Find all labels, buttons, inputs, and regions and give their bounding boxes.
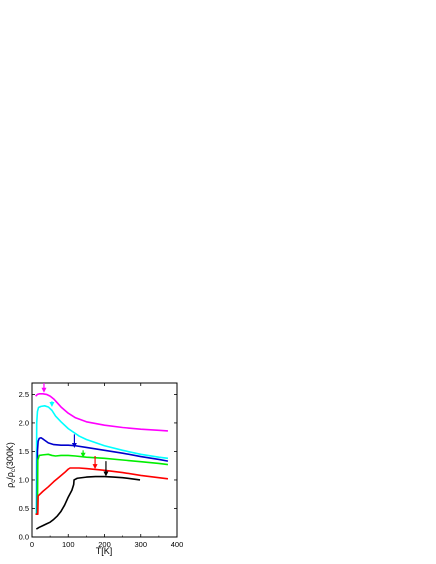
y-axis-label-tail: (300K) xyxy=(5,442,15,469)
y-tick-label: 2.0 xyxy=(19,419,29,428)
series-line-3 xyxy=(35,453,169,515)
y-tick-label: 1.5 xyxy=(19,447,29,456)
x-tick-label: 400 xyxy=(171,540,184,549)
x-axis-label: T[K] xyxy=(96,546,113,556)
x-axis: 0 100 200 300 400 xyxy=(30,383,183,549)
arrow-head xyxy=(41,387,47,393)
series-line-4 xyxy=(35,467,169,515)
arrow-head xyxy=(103,471,109,477)
series-line-1 xyxy=(35,405,169,515)
y-axis-label-rho1: ρ xyxy=(5,483,15,488)
arrow-head xyxy=(71,443,77,449)
y-tick-label: 0.5 xyxy=(19,504,29,513)
arrow-head xyxy=(92,464,98,470)
arrow-0 xyxy=(41,383,47,393)
arrow-1 xyxy=(49,401,55,407)
x-tick-label: 100 xyxy=(62,540,75,549)
y-tick-label: 1.0 xyxy=(19,476,29,485)
arrow-layer xyxy=(41,383,109,477)
arrow-head xyxy=(80,452,86,458)
plot-area xyxy=(31,382,178,538)
x-tick-label: 0 xyxy=(30,540,34,549)
y-tick-label: 2.5 xyxy=(19,390,29,399)
plot-frame xyxy=(31,382,178,538)
arrow-head xyxy=(49,401,55,407)
arrow-2 xyxy=(71,434,77,449)
y-axis: 0.0 0.5 1.0 1.5 2.0 2.5 xyxy=(19,390,177,542)
x-tick-label: 200 xyxy=(98,540,111,549)
y-axis-label-sub2: c xyxy=(11,469,17,472)
series-layer xyxy=(35,393,169,530)
y-axis-label-rho2: ρ xyxy=(5,472,15,477)
series-line-0 xyxy=(35,393,168,432)
y-axis-label-sub1: c xyxy=(11,480,17,483)
series-line-5 xyxy=(35,475,141,530)
arrow-5 xyxy=(103,461,109,477)
y-axis-label: ρc/ρc(300K) xyxy=(5,442,17,488)
arrow-3 xyxy=(80,450,86,458)
y-tick-label: 0.0 xyxy=(19,533,29,542)
x-tick-label: 300 xyxy=(134,540,147,549)
series-line-2 xyxy=(35,436,169,515)
y-axis-label-slash: / xyxy=(5,477,15,480)
arrow-4 xyxy=(92,456,98,470)
